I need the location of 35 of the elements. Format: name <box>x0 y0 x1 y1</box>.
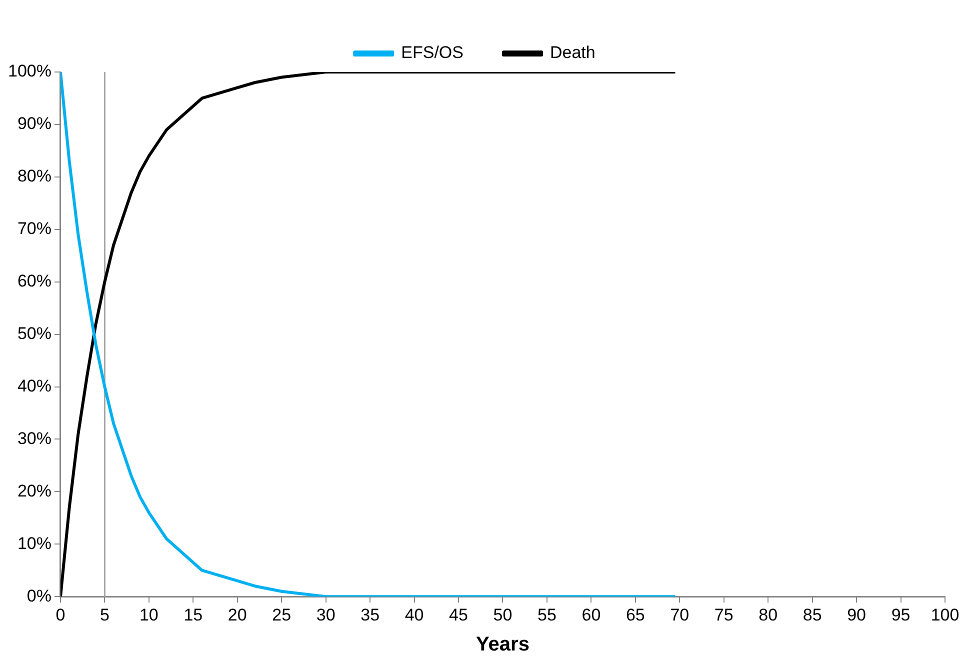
x-tick-label: 0 <box>56 605 66 624</box>
legend-label: Death <box>550 43 596 62</box>
x-tick-label: 85 <box>802 605 822 624</box>
x-tick-label: 10 <box>139 605 158 624</box>
y-tick-label: 50% <box>17 324 52 343</box>
x-tick-label: 65 <box>626 605 645 624</box>
x-tick-label: 95 <box>891 605 910 624</box>
x-tick-label: 20 <box>228 605 247 624</box>
x-tick-label: 30 <box>316 605 336 624</box>
x-tick-label: 80 <box>758 605 778 624</box>
x-tick-label: 50 <box>493 605 512 624</box>
x-tick-label: 35 <box>360 605 380 624</box>
x-tick-label: 60 <box>582 605 601 624</box>
x-tick-label: 40 <box>404 605 424 624</box>
y-tick-label: 30% <box>17 428 52 448</box>
y-tick-label: 40% <box>17 376 52 396</box>
y-tick-label: 80% <box>17 166 52 186</box>
y-tick-label: 100% <box>8 62 52 81</box>
y-tick-label: 20% <box>17 481 52 500</box>
x-tick-label: 25 <box>272 605 292 624</box>
x-tick-label: 45 <box>449 605 468 624</box>
x-tick-label: 55 <box>538 605 556 624</box>
y-tick-label: 10% <box>17 534 52 553</box>
x-tick-label: 5 <box>100 605 110 624</box>
legend-label: EFS/OS <box>401 43 464 62</box>
x-axis-title: Years <box>476 634 530 656</box>
x-tick-label: 100 <box>930 605 960 624</box>
x-tick-label: 90 <box>847 605 866 624</box>
y-tick-label: 90% <box>17 114 52 134</box>
y-tick-label: 70% <box>17 219 52 238</box>
x-tick-label: 70 <box>670 605 690 624</box>
x-tick-label: 75 <box>714 605 734 624</box>
x-tick-label: 15 <box>184 605 203 624</box>
y-tick-label: 0% <box>26 586 52 606</box>
y-tick-label: 60% <box>17 272 52 291</box>
